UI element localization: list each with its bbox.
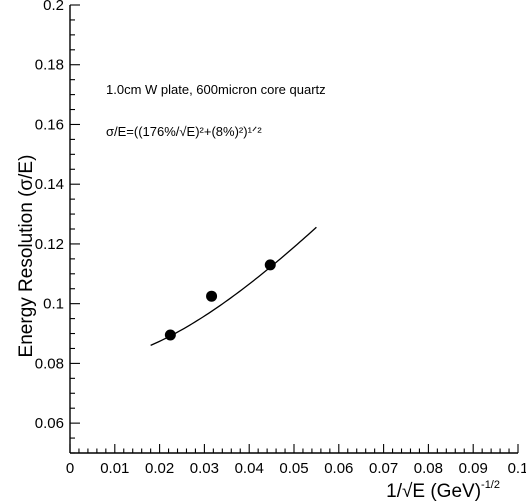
annotation-fit-formula: σ/E=((176%/√E)²+(8%)²)¹ᐟ² bbox=[106, 124, 262, 139]
data-point bbox=[264, 259, 276, 271]
y-tick-label: 0.14 bbox=[35, 176, 64, 193]
x-tick-label: 0.02 bbox=[145, 460, 174, 477]
x-tick-label: 0.07 bbox=[369, 460, 398, 477]
annotation-setup: 1.0cm W plate, 600micron core quartz bbox=[106, 82, 326, 97]
y-tick-label: 0.08 bbox=[35, 355, 64, 372]
tick-labels: 0 0.01 0.02 0.03 0.04 0.05 0.06 0.07 0.08 0.09 0.1… bbox=[35, 0, 526, 477]
x-tick-label: 0.01 bbox=[100, 460, 129, 477]
axes bbox=[69, 5, 518, 454]
y-tick-label: 0.12 bbox=[35, 236, 64, 253]
y-tick-label: 0.18 bbox=[35, 57, 64, 74]
y-tick-label: 0.2 bbox=[43, 0, 64, 14]
x-tick-label: 0.05 bbox=[279, 460, 308, 477]
x-tick-label: 0.1 bbox=[508, 460, 526, 477]
fit-curve bbox=[150, 226, 317, 346]
x-axis-title: 1/√E (GeV)-1/2 bbox=[386, 479, 500, 502]
x-axis-title-main: 1/√E (GeV) bbox=[386, 481, 481, 502]
y-axis-title: Energy Resolution (σ/E) bbox=[16, 155, 37, 358]
tick-marks bbox=[69, 4, 519, 454]
y-tick-label: 0.06 bbox=[35, 415, 64, 432]
data-points bbox=[164, 259, 276, 341]
data-point bbox=[164, 329, 176, 341]
data-point bbox=[206, 290, 218, 302]
x-tick-label: 0.06 bbox=[324, 460, 353, 477]
x-tick-label: 0.08 bbox=[414, 460, 443, 477]
y-tick-label: 0.1 bbox=[43, 296, 64, 313]
x-tick-label: 0.03 bbox=[190, 460, 219, 477]
y-tick-label: 0.16 bbox=[35, 116, 64, 133]
x-tick-label: 0.09 bbox=[459, 460, 488, 477]
x-axis-title-exponent: -1/2 bbox=[481, 479, 500, 491]
x-tick-label: 0.04 bbox=[235, 460, 264, 477]
x-tick-label: 0 bbox=[66, 460, 74, 477]
